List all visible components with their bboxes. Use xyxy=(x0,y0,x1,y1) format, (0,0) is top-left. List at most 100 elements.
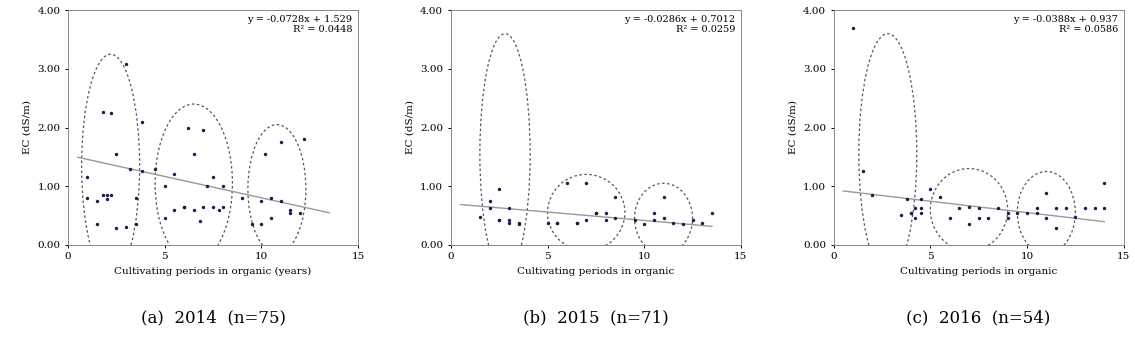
Point xyxy=(175,204,193,209)
Point xyxy=(89,222,107,227)
Point xyxy=(950,206,968,211)
Point xyxy=(902,210,920,215)
Point xyxy=(108,151,126,157)
Point xyxy=(1027,206,1045,211)
Point xyxy=(185,151,203,157)
Point xyxy=(133,169,151,174)
Point xyxy=(146,166,165,171)
Point xyxy=(166,207,184,212)
Point xyxy=(490,186,508,192)
Point xyxy=(166,172,184,177)
Point xyxy=(252,198,270,204)
Point xyxy=(902,210,920,215)
Point xyxy=(625,218,644,223)
Point xyxy=(911,206,930,211)
Point xyxy=(606,194,624,200)
Point xyxy=(655,216,673,221)
Point xyxy=(898,196,916,202)
Text: (b)  2015  (n=71): (b) 2015 (n=71) xyxy=(523,309,669,326)
Point xyxy=(693,220,712,225)
Point xyxy=(101,110,119,116)
Point xyxy=(233,195,251,201)
Point xyxy=(577,181,595,186)
Point xyxy=(480,198,498,204)
Point xyxy=(89,198,107,204)
Point xyxy=(703,210,721,215)
Point xyxy=(674,222,692,227)
Text: y = -0.0388x + 0.937
R² = 0.0586: y = -0.0388x + 0.937 R² = 0.0586 xyxy=(1012,15,1118,34)
Point xyxy=(213,183,232,189)
Point xyxy=(101,192,119,198)
Y-axis label: EC (dS/m): EC (dS/m) xyxy=(405,101,414,154)
Point xyxy=(683,218,701,223)
Point xyxy=(645,218,663,223)
Point xyxy=(1008,210,1026,215)
Point xyxy=(606,216,624,221)
Point xyxy=(568,220,586,225)
Text: (a)  2014  (n=75): (a) 2014 (n=75) xyxy=(141,309,286,326)
Point xyxy=(906,206,924,211)
Point xyxy=(864,192,882,198)
Point xyxy=(490,218,508,223)
Point xyxy=(252,222,270,227)
Point xyxy=(1037,190,1056,196)
Point xyxy=(194,204,212,209)
Point xyxy=(941,216,959,221)
Point xyxy=(78,195,96,201)
Point xyxy=(257,151,275,157)
Y-axis label: EC (dS/m): EC (dS/m) xyxy=(789,101,798,154)
Point xyxy=(1046,206,1065,211)
Point xyxy=(548,220,566,225)
Point xyxy=(587,210,605,215)
X-axis label: Cultivating periods in organic: Cultivating periods in organic xyxy=(518,267,674,276)
Point xyxy=(1095,206,1113,211)
Point xyxy=(155,183,174,189)
Point xyxy=(538,220,556,225)
Point xyxy=(490,218,508,223)
Point xyxy=(179,125,197,130)
Point xyxy=(127,195,145,201)
Point xyxy=(98,192,116,198)
Point xyxy=(213,204,232,209)
Point xyxy=(557,181,575,186)
Text: (c)  2016  (n=54): (c) 2016 (n=54) xyxy=(907,309,1051,326)
Point xyxy=(911,210,930,215)
Point xyxy=(1018,210,1036,215)
Point xyxy=(133,119,151,124)
Point xyxy=(664,220,682,225)
Point xyxy=(108,226,126,231)
Point xyxy=(999,216,1017,221)
Point xyxy=(194,128,212,133)
Y-axis label: EC (dS/m): EC (dS/m) xyxy=(23,101,32,154)
X-axis label: Cultivating periods in organic (years): Cultivating periods in organic (years) xyxy=(115,267,312,276)
Point xyxy=(121,166,140,171)
Point xyxy=(499,206,518,211)
Point xyxy=(892,213,910,218)
Point xyxy=(969,216,987,221)
Point xyxy=(262,216,280,221)
Point xyxy=(911,196,930,202)
Point xyxy=(281,207,300,212)
Point xyxy=(210,207,228,212)
Point xyxy=(844,25,863,31)
Point xyxy=(931,194,949,200)
Point xyxy=(271,139,289,145)
Point xyxy=(854,169,872,174)
Point xyxy=(960,222,978,227)
Point xyxy=(499,220,518,225)
Point xyxy=(999,210,1017,215)
Point xyxy=(262,195,280,201)
Point xyxy=(577,218,595,223)
Point xyxy=(1037,216,1056,221)
Point xyxy=(94,109,112,114)
Point xyxy=(645,210,663,215)
Point xyxy=(295,136,313,142)
Point xyxy=(1076,206,1094,211)
Point xyxy=(291,210,309,215)
Point xyxy=(127,222,145,227)
Point xyxy=(568,220,586,225)
Point xyxy=(1066,214,1084,219)
Point xyxy=(243,222,261,227)
Point xyxy=(922,186,940,192)
Point xyxy=(655,194,673,200)
